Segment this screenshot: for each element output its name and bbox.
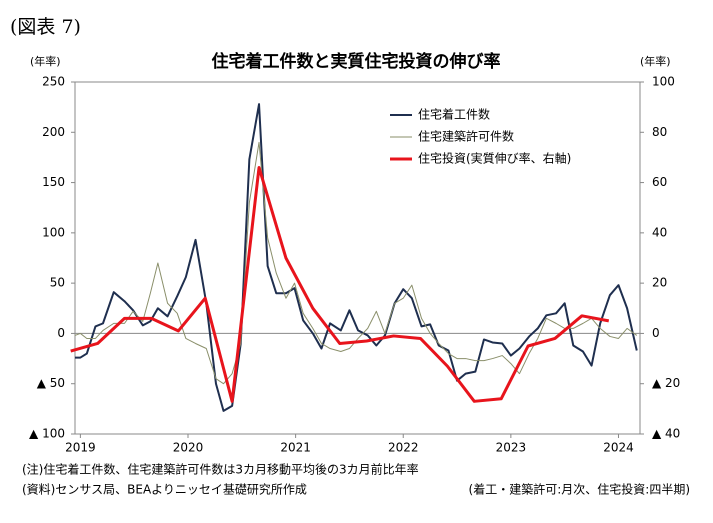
y2-tick-label: 80: [652, 125, 667, 139]
y-tick-label: 0: [57, 326, 65, 340]
x-tick-label: 2022: [388, 441, 419, 455]
y2-tick-label: ▲ 20: [652, 376, 680, 390]
y-tick-label: 200: [42, 125, 65, 139]
y2-tick-label: 0: [652, 326, 660, 340]
x-tick-label: 2024: [603, 441, 634, 455]
x-tick-label: 2020: [173, 441, 204, 455]
y-tick-label: 150: [42, 175, 65, 189]
plot-frame: [74, 81, 641, 435]
y-tick-label: ▲ 100: [29, 427, 65, 441]
y-tick-label: 250: [42, 75, 65, 89]
y2-axis-label: (年率): [640, 54, 671, 68]
y-axis-label: (年率): [30, 54, 61, 68]
y2-tick-label: ▲ 40: [652, 427, 680, 441]
series-line: [70, 165, 610, 403]
frequency-note: (着工・建築許可:月次、住宅投資:四半期): [469, 482, 690, 497]
note: (注)住宅着工件数、住宅建築許可件数は3カ月移動平均後の3カ月前比年率: [22, 462, 419, 477]
y2-tick-label: 60: [652, 175, 667, 189]
y-tick-label: 100: [42, 225, 65, 239]
y2-tick-label: 100: [652, 75, 675, 89]
chart-title: 住宅着工件数と実質住宅投資の伸び率: [212, 51, 501, 72]
y2-tick-label: 40: [652, 225, 667, 239]
x-tick-label: 2019: [65, 441, 96, 455]
x-tick-label: 2023: [496, 441, 527, 455]
y-tick-label: 50: [50, 276, 65, 290]
figure-label: (図表 7): [10, 16, 81, 38]
y2-tick-label: 20: [652, 276, 667, 290]
legend-label: 住宅投資(実質伸び率、右軸): [418, 151, 571, 166]
series-line: [75, 103, 638, 412]
legend-label: 住宅建築許可件数: [418, 129, 514, 144]
series-line: [74, 141, 638, 385]
y-tick-label: ▲ 50: [37, 376, 65, 390]
x-tick-label: 2021: [280, 441, 311, 455]
legend-label: 住宅着工件数: [418, 107, 490, 122]
source: (資料)センサス局、BEAよりニッセイ基礎研究所作成: [22, 482, 307, 497]
